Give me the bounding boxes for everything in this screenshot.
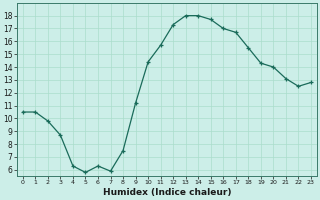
X-axis label: Humidex (Indice chaleur): Humidex (Indice chaleur) (103, 188, 231, 197)
